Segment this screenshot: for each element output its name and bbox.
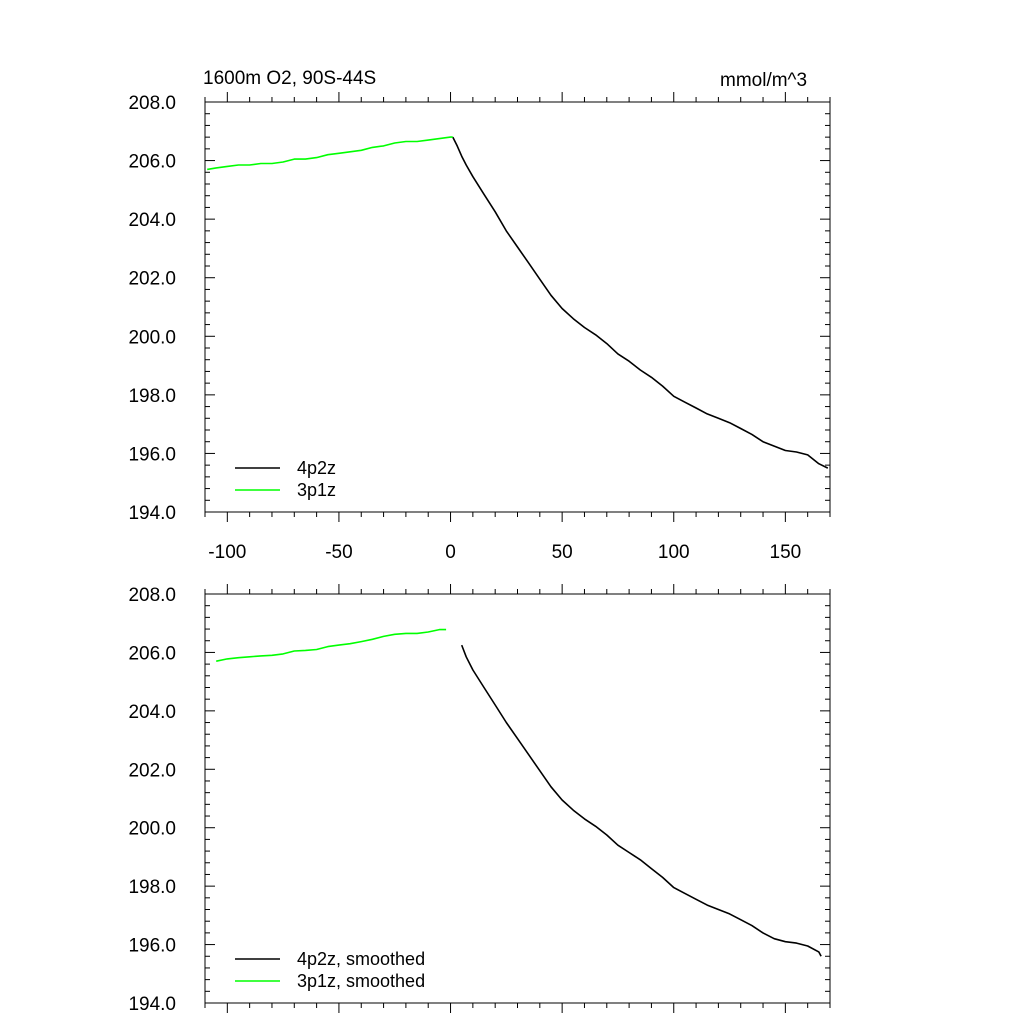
y-tick-label: 194.0 <box>128 994 176 1015</box>
y-tick-label: 200.0 <box>128 819 176 840</box>
y-tick-label: 198.0 <box>128 386 176 407</box>
y-tick-label: 198.0 <box>128 877 176 898</box>
series-line-1 <box>460 644 822 957</box>
y-tick-label: 194.0 <box>128 503 176 524</box>
x-tick-label: -100 <box>208 542 246 563</box>
y-tick-label: 202.0 <box>128 269 176 290</box>
chart-title: 1600m O2, 90S-44S <box>203 68 377 89</box>
y-tick-label: 206.0 <box>128 643 176 664</box>
x-tick-label: 100 <box>658 542 690 563</box>
series-line-1 <box>452 136 829 469</box>
x-tick-label: 0 <box>445 542 456 563</box>
y-tick-label: 202.0 <box>128 760 176 781</box>
x-tick-label: -50 <box>325 542 352 563</box>
series-line-2 <box>216 628 447 662</box>
plot-panel-1: 194.0 196.0 198.0 200.0 202.0 204.0 206.0 208.0… <box>128 92 831 563</box>
y-tick-label: 208.0 <box>128 585 176 606</box>
legend-label: 4p2z <box>297 458 336 478</box>
x-tick-label: 50 <box>552 542 573 563</box>
y-tick-label: 204.0 <box>128 210 176 231</box>
legend-label: 3p1z, smoothed <box>297 971 425 991</box>
legend-label: 4p2z, smoothed <box>297 949 425 969</box>
plot-panel-2: 194.0 196.0 198.0 200.0 202.0 204.0 206.0 208.0… <box>128 584 831 1015</box>
units-label: mmol/m^3 <box>720 70 808 91</box>
plot-frame <box>204 593 831 1004</box>
x-tick-label: 150 <box>770 542 802 563</box>
y-tick-label: 204.0 <box>128 702 176 723</box>
y-tick-label: 206.0 <box>128 152 176 173</box>
legend-label: 3p1z <box>297 480 336 500</box>
y-tick-label: 208.0 <box>128 93 176 114</box>
y-tick-label: 196.0 <box>128 444 176 465</box>
y-tick-label: 196.0 <box>128 936 176 957</box>
y-tick-label: 200.0 <box>128 327 176 348</box>
plot-frame <box>204 101 831 513</box>
series-line-2 <box>207 136 453 171</box>
